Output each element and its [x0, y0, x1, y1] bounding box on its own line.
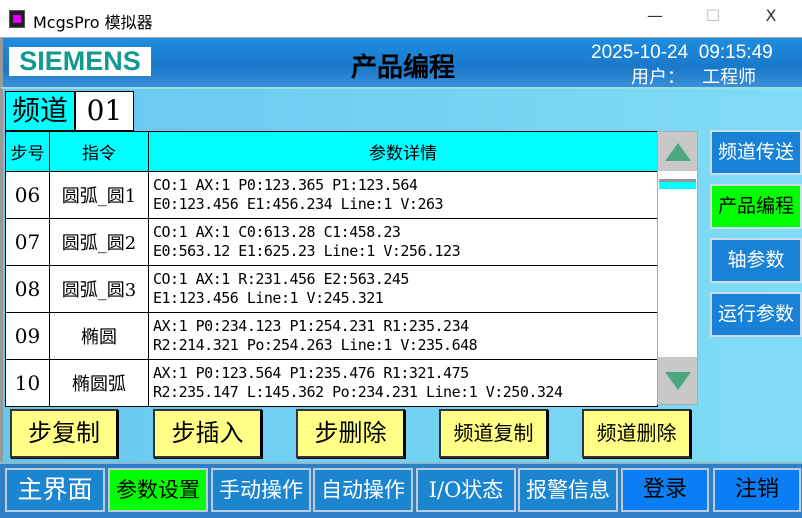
- details-line: CO:1 AX:1 P0:123.365 P1:123.564: [153, 176, 418, 194]
- details-line: E0:123.456 E1:456.234 Line:1 V:263: [153, 195, 444, 213]
- logout-button[interactable]: 注销: [713, 468, 801, 512]
- channel-label: 频道: [5, 91, 75, 131]
- details-cell: CO:1 AX:1 P0:123.365 P1:123.564 E0:123.45…: [148, 171, 658, 219]
- login-button[interactable]: 登录: [621, 468, 709, 512]
- step-cell: 10: [5, 359, 50, 407]
- run-params-button[interactable]: 运行参数: [710, 292, 802, 337]
- scroll-up-button[interactable]: [658, 132, 697, 171]
- user-info: 用户： 工程师: [631, 63, 756, 89]
- channel-copy-button[interactable]: 频道复制: [439, 409, 548, 458]
- close-button[interactable]: X: [765, 6, 777, 25]
- scroll-down-button[interactable]: [658, 357, 697, 404]
- header-command: 指令: [49, 131, 149, 172]
- nav-main[interactable]: 主界面: [5, 468, 105, 512]
- command-cell: 椭圆弧: [49, 359, 149, 407]
- command-cell: 圆弧_圆1: [49, 171, 149, 219]
- details-line: R2:214.321 Po:254.263 Line:1 V:235.648: [153, 336, 478, 354]
- app-icon: [9, 10, 25, 28]
- command-cell: 圆弧_圆3: [49, 265, 149, 313]
- channel-input[interactable]: 01: [75, 91, 134, 131]
- step-copy-button[interactable]: 步复制: [10, 409, 118, 458]
- user-label: 用户：: [631, 67, 685, 88]
- nav-auto[interactable]: 自动操作: [313, 468, 413, 512]
- table-row[interactable]: 08 圆弧_圆3 CO:1 AX:1 R:231.456 E2:563.245 E…: [5, 265, 658, 313]
- nav-param-settings[interactable]: 参数设置: [108, 468, 208, 512]
- arrow-down-icon: [664, 371, 691, 390]
- table-row[interactable]: 09 椭圆 AX:1 P0:234.123 P1:254.231 R1:235.…: [5, 312, 658, 360]
- details-line: AX:1 P0:123.564 P1:235.476 R1:321.475: [153, 364, 469, 382]
- details-cell: CO:1 AX:1 R:231.456 E2:563.245 E1:123.456…: [148, 265, 658, 313]
- details-line: E0:563.12 E1:625.23 Line:1 V:256.123: [153, 242, 461, 260]
- table-row[interactable]: 06 圆弧_圆1 CO:1 AX:1 P0:123.365 P1:123.564…: [5, 171, 658, 219]
- nav-alarms[interactable]: 报警信息: [518, 468, 618, 512]
- program-table: 步号 指令 参数详情 06 圆弧_圆1 CO:1 AX:1 P0:123.365…: [5, 131, 658, 407]
- details-cell: AX:1 P0:234.123 P1:254.231 R1:235.234 R2:…: [148, 312, 658, 360]
- product-programming-button[interactable]: 产品编程: [710, 184, 802, 229]
- date: 2025-10-24: [591, 42, 689, 63]
- table-row[interactable]: 07 圆弧_圆2 CO:1 AX:1 C0:613.28 C1:458.23 E0…: [5, 218, 658, 266]
- nav-io-status[interactable]: I/O状态: [416, 468, 516, 512]
- details-cell: CO:1 AX:1 C0:613.28 C1:458.23 E0:563.12 E…: [148, 218, 658, 266]
- step-cell: 09: [5, 312, 50, 360]
- title-bar: McgsPro 模拟器 — ☐ X: [0, 0, 802, 38]
- details-line: CO:1 AX:1 C0:613.28 C1:458.23: [153, 223, 401, 241]
- step-cell: 08: [5, 265, 50, 313]
- table-header: 步号 指令 参数详情: [5, 131, 658, 172]
- scroll-thumb[interactable]: [659, 179, 696, 189]
- datetime: 2025-10-24 09:15:49: [591, 42, 773, 64]
- channel-delete-button[interactable]: 频道删除: [582, 409, 691, 458]
- command-cell: 椭圆: [49, 312, 149, 360]
- step-delete-button[interactable]: 步删除: [296, 409, 405, 458]
- page-title: 产品编程: [350, 53, 455, 83]
- time: 09:15:49: [698, 42, 773, 63]
- details-cell: AX:1 P0:123.564 P1:235.476 R1:321.475 R2:…: [148, 359, 658, 407]
- header: SIEMENS 产品编程 2025-10-24 09:15:49 用户： 工程师: [0, 38, 802, 89]
- window-title: McgsPro 模拟器: [33, 13, 153, 32]
- maximize-button[interactable]: ☐: [705, 6, 721, 25]
- details-line: R2:235.147 L:145.362 Po:234.231 Line:1 V…: [153, 383, 563, 401]
- user-name: 工程师: [702, 67, 757, 88]
- details-line: CO:1 AX:1 R:231.456 E2:563.245: [153, 270, 409, 288]
- axis-params-button[interactable]: 轴参数: [710, 238, 802, 283]
- nav-manual[interactable]: 手动操作: [211, 468, 311, 512]
- step-insert-button[interactable]: 步插入: [153, 409, 262, 458]
- header-step: 步号: [5, 131, 50, 172]
- siemens-logo: SIEMENS: [9, 47, 151, 76]
- table-row[interactable]: 10 椭圆弧 AX:1 P0:123.564 P1:235.476 R1:321…: [5, 359, 658, 407]
- details-line: E1:123.456 Line:1 V:245.321: [153, 289, 384, 307]
- step-cell: 06: [5, 171, 50, 219]
- channel-transfer-button[interactable]: 频道传送: [710, 130, 802, 175]
- header-details: 参数详情: [148, 131, 658, 172]
- scrollbar[interactable]: [657, 131, 698, 405]
- minimize-button[interactable]: —: [647, 6, 663, 25]
- command-cell: 圆弧_圆2: [49, 218, 149, 266]
- arrow-up-icon: [664, 142, 691, 161]
- details-line: AX:1 P0:234.123 P1:254.231 R1:235.234: [153, 317, 469, 335]
- step-cell: 07: [5, 218, 50, 266]
